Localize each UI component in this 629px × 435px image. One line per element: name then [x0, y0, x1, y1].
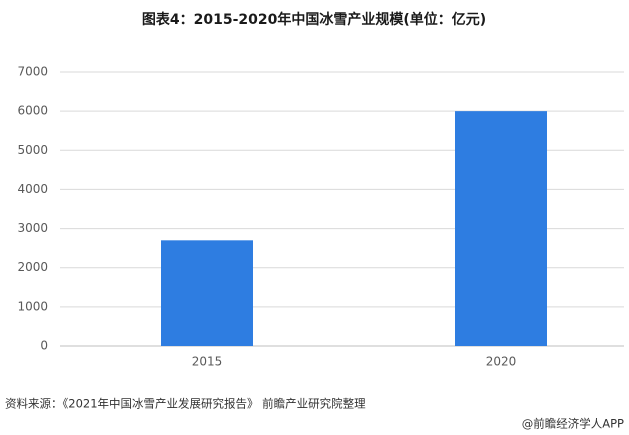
x-tick-label: 2020 [486, 355, 517, 369]
y-tick-label: 2000 [17, 260, 48, 274]
y-tick-label: 1000 [17, 299, 48, 313]
y-tick-label: 3000 [17, 221, 48, 235]
y-tick-label: 7000 [17, 65, 48, 79]
y-tick-label: 5000 [17, 143, 48, 157]
y-tick-label: 6000 [17, 104, 48, 118]
bar [455, 111, 547, 347]
source-note: 资料来源：《2021年中国冰雪产业发展研究报告》 前瞻产业研究院整理 [5, 397, 366, 411]
x-tick-label: 2015 [192, 355, 223, 369]
y-tick-label: 0 [40, 339, 48, 353]
bar [161, 240, 253, 346]
credit: @前瞻经济学人APP [522, 417, 624, 431]
chart-title: 图表4：2015-2020年中国冰雪产业规模(单位：亿元) [142, 11, 486, 28]
y-tick-label: 4000 [17, 182, 48, 196]
